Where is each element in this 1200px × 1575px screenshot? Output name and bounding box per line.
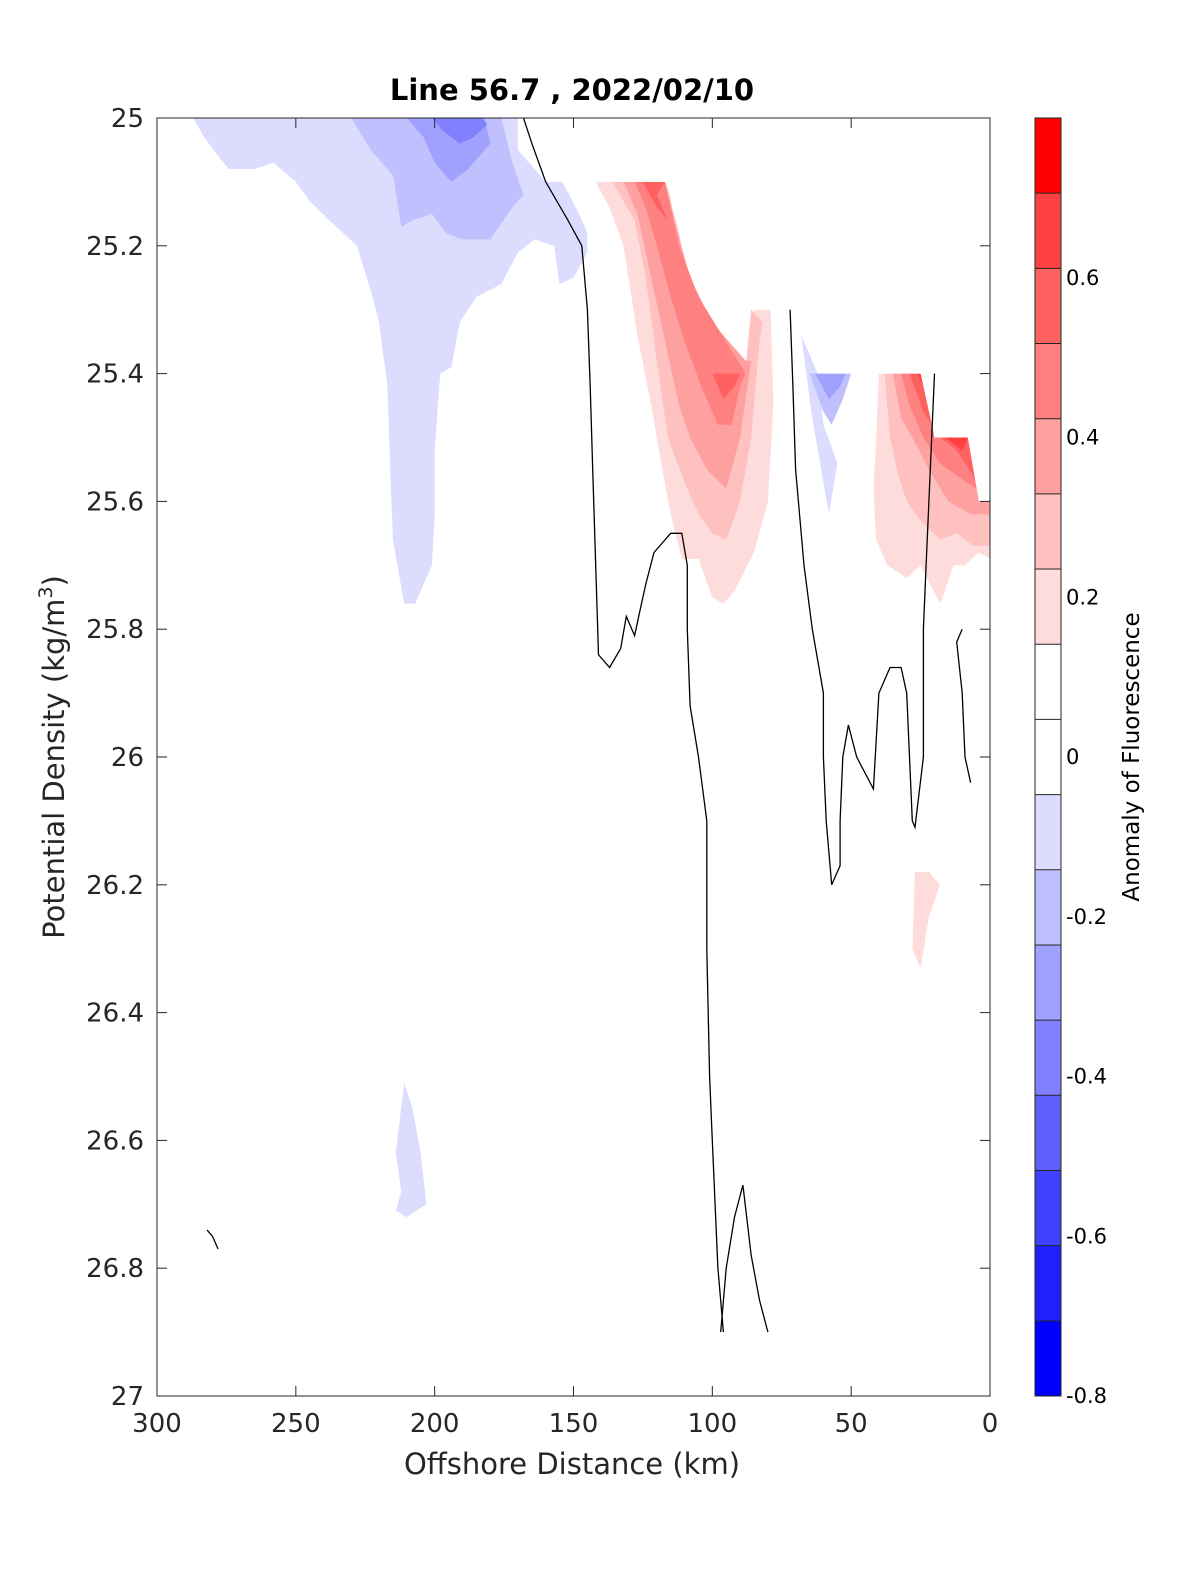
colorbar-tick-label: 0 <box>1066 745 1079 769</box>
masked-no-data-area <box>518 118 990 502</box>
anomaly-region-18 <box>642 181 668 221</box>
anomaly-region-11 <box>912 872 940 968</box>
colorbar-tick-label: 0.4 <box>1066 426 1099 450</box>
colorbar-bin <box>1035 493 1061 570</box>
colorbar-bin <box>1035 1170 1061 1246</box>
colorbar-tick-label: -0.8 <box>1066 1384 1107 1408</box>
anomaly-filled-contours <box>193 118 990 1218</box>
y-tick-label: 26 <box>111 743 144 773</box>
colorbar-frame <box>1034 117 1062 1397</box>
colorbar-bin <box>1035 1320 1061 1396</box>
anomaly-region-8 <box>815 373 846 400</box>
colorbar-bin <box>1035 343 1061 419</box>
zero-contour-line-6 <box>742 1185 769 1333</box>
y-axis-ticks: 25 25.2 25.4 25.6 25.8 26 26.2 26.4 26.6 26.8 27 <box>86 104 990 1412</box>
colorbar-label: Anomaly of Fluorescence <box>1119 612 1145 901</box>
plot-area: 300 250 200 150 100 50 0 2525.225.425.625.8262… <box>86 104 998 1439</box>
y-axis-label-main: Potential Density (kg/m <box>37 599 71 939</box>
colorbar: -0.8 -0.6 -0.4 -0.2 0 0.2 0.4 0.6 Anomaly of Fl… <box>1034 117 1145 1408</box>
colorbar-bin <box>1035 944 1061 1021</box>
zero-contour-line-4 <box>206 1229 219 1250</box>
y-axis-label-superscript: 3 <box>35 586 57 598</box>
x-tick-label: 50 <box>835 1409 868 1439</box>
colorbar-tick-label: -0.2 <box>1066 905 1107 929</box>
y-tick-label: 26.6 <box>86 1126 144 1156</box>
x-axis-label: Offshore Distance (km) <box>404 1447 740 1481</box>
colorbar-bin <box>1035 268 1061 344</box>
colorbar-bin <box>1035 193 1061 269</box>
zero-contour-line-5 <box>720 1184 744 1333</box>
zero-contour-line-1 <box>522 118 725 1333</box>
colorbar-tick-label: -0.4 <box>1066 1065 1107 1089</box>
anomaly-region-2 <box>395 1082 427 1218</box>
y-tick-label: 26.8 <box>86 1254 144 1284</box>
anomaly-region-6 <box>431 118 488 144</box>
colorbar-tick-label: -0.6 <box>1066 1224 1107 1248</box>
x-tick-label: 200 <box>410 1409 460 1439</box>
colorbar-bin <box>1035 418 1061 494</box>
y-tick-label: 25.2 <box>86 232 144 262</box>
colorbar-bin <box>1035 869 1061 945</box>
y-axis-label-close: ) <box>37 575 71 586</box>
y-axis-label: Potential Density (kg/m3) <box>35 575 71 939</box>
y-tick-label: 25.6 <box>86 487 144 517</box>
colorbar-bin <box>1035 118 1061 194</box>
anomaly-region-7 <box>809 373 852 425</box>
y-tick-label: 26.2 <box>86 871 144 901</box>
colorbar-bin <box>1035 1095 1061 1171</box>
x-tick-label: 250 <box>271 1409 321 1439</box>
colorbar-bin <box>1035 644 1061 720</box>
anomaly-region-16 <box>634 181 746 425</box>
zero-contour-lines <box>206 118 972 1333</box>
x-tick-label: 100 <box>688 1409 738 1439</box>
y-tick-label: 27 <box>111 1382 144 1412</box>
anomaly-region-3 <box>801 335 838 515</box>
chart-title: Line 56.7 , 2022/02/10 <box>390 73 754 107</box>
colorbar-bin <box>1035 794 1061 870</box>
zero-contour-line-2 <box>789 309 936 886</box>
colorbar-bins <box>1035 118 1061 1396</box>
zero-contour-line-3 <box>956 628 972 783</box>
no-data-region <box>518 118 990 502</box>
x-tick-label: 150 <box>549 1409 599 1439</box>
colorbar-bin <box>1035 1245 1061 1321</box>
colorbar-bin <box>1035 569 1061 645</box>
anomaly-region-19 <box>712 373 741 400</box>
x-axis-ticks: 300 250 200 150 100 50 0 <box>132 118 998 1439</box>
y-tick-label: 26.4 <box>86 999 144 1029</box>
colorbar-bin <box>1035 1020 1061 1096</box>
x-tick-label: 300 <box>132 1409 182 1439</box>
y-tick-label: 25 <box>111 104 144 134</box>
y-tick-label: 25.8 <box>86 615 144 645</box>
x-tick-label: 0 <box>982 1409 999 1439</box>
colorbar-ticks: -0.8 -0.6 -0.4 -0.2 0 0.2 0.4 0.6 <box>1066 266 1107 1408</box>
y-tick-label: 25.4 <box>86 360 144 390</box>
colorbar-tick-label: 0.2 <box>1066 585 1099 609</box>
colorbar-tick-label: 0.6 <box>1066 266 1099 290</box>
colorbar-bin <box>1035 719 1061 795</box>
